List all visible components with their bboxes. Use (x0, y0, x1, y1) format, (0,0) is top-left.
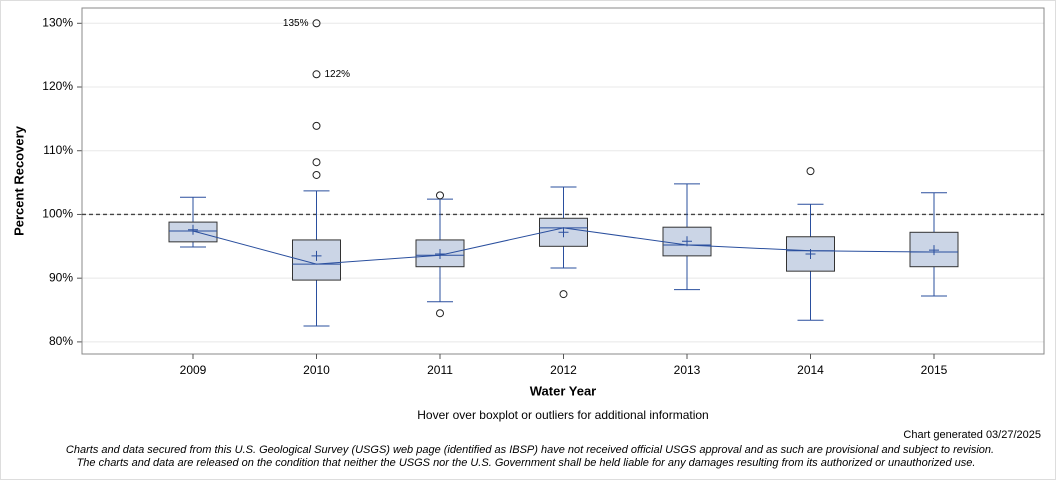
disclaimer: Charts and data secured from this U.S. G… (66, 444, 994, 456)
outlier (312, 121, 321, 130)
mean (188, 224, 198, 235)
y-tick-label: 110% (43, 143, 73, 157)
outlier (312, 70, 321, 79)
y-tick-label: 90% (49, 270, 73, 284)
outlier (312, 158, 321, 167)
y-tick-label: 100% (42, 207, 73, 221)
generated-note: Chart generated 03/27/2025 (903, 429, 1041, 441)
outlier-label: 122% (325, 69, 351, 80)
disclaimer: The charts and data are released on the … (77, 457, 976, 469)
y-tick-label: 80% (49, 334, 73, 348)
hover-note: Hover over boxplot or outliers for addit… (417, 408, 708, 422)
mean (929, 245, 939, 256)
median-line (192, 227, 935, 265)
mean (311, 250, 322, 261)
outlier (559, 290, 568, 299)
outlier (806, 167, 815, 176)
outlier (436, 191, 444, 200)
mean (435, 248, 445, 259)
x-tick-label: 2014 (797, 363, 824, 377)
outlier (436, 309, 444, 318)
outlier (312, 19, 321, 28)
outlier-label: 135% (283, 18, 309, 29)
x-tick-label: 2015 (921, 363, 948, 377)
x-tick-label: 2010 (303, 363, 330, 377)
y-tick-label: 120% (42, 79, 73, 93)
y-axis-label: Percent Recovery (11, 125, 26, 236)
x-tick-label: 2013 (674, 363, 701, 377)
y-tick-label: 130% (42, 15, 73, 29)
x-tick-label: 2009 (180, 363, 207, 377)
outlier (312, 170, 321, 179)
x-tick-label: 2011 (427, 363, 453, 377)
mean (558, 227, 569, 238)
x-axis-label: Water Year (530, 383, 597, 398)
x-tick-label: 2012 (550, 363, 577, 377)
